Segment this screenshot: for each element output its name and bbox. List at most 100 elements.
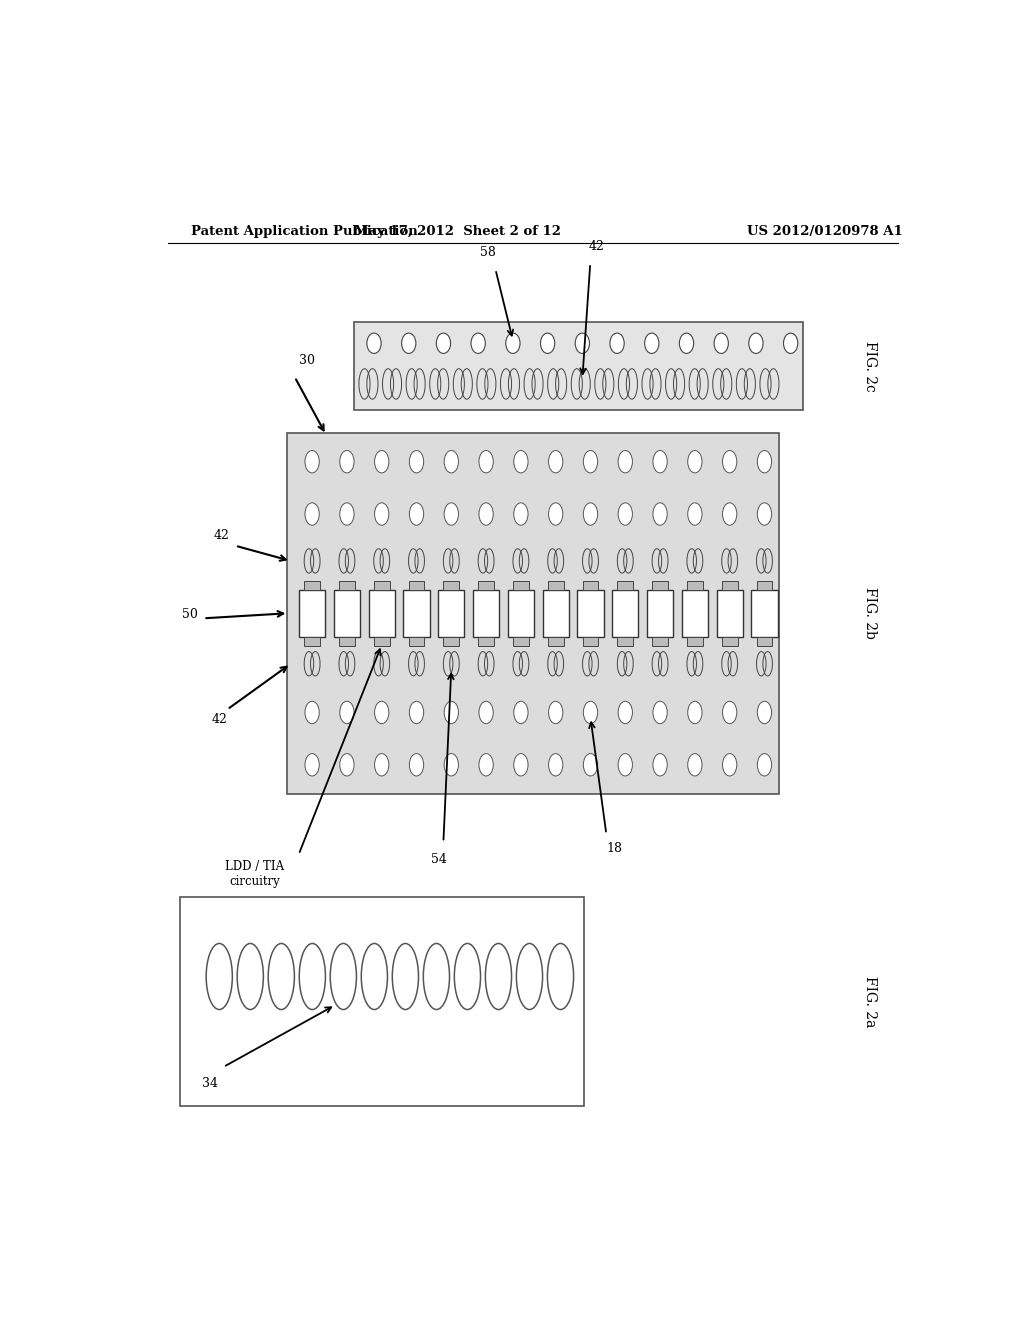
Bar: [717, 590, 742, 636]
Ellipse shape: [410, 701, 424, 723]
Ellipse shape: [758, 503, 772, 525]
Ellipse shape: [618, 503, 633, 525]
Ellipse shape: [444, 701, 459, 723]
Ellipse shape: [653, 754, 668, 776]
Bar: [339, 636, 354, 645]
Ellipse shape: [584, 450, 598, 473]
Ellipse shape: [618, 450, 633, 473]
Ellipse shape: [575, 333, 590, 354]
Ellipse shape: [238, 944, 263, 1010]
Ellipse shape: [444, 450, 459, 473]
Text: FIG. 2a: FIG. 2a: [863, 975, 877, 1027]
Ellipse shape: [514, 450, 528, 473]
Ellipse shape: [305, 754, 319, 776]
Ellipse shape: [688, 503, 702, 525]
Ellipse shape: [423, 944, 450, 1010]
Text: 50: 50: [182, 609, 198, 622]
Bar: [473, 590, 499, 636]
Text: 42: 42: [589, 240, 604, 253]
Ellipse shape: [723, 701, 737, 723]
Ellipse shape: [479, 754, 494, 776]
Bar: [299, 590, 326, 636]
Ellipse shape: [653, 701, 668, 723]
Ellipse shape: [688, 701, 702, 723]
Ellipse shape: [618, 701, 633, 723]
Ellipse shape: [549, 503, 563, 525]
Ellipse shape: [268, 944, 295, 1010]
Ellipse shape: [206, 944, 232, 1010]
Text: 42: 42: [211, 713, 227, 726]
Bar: [617, 636, 633, 645]
Ellipse shape: [723, 503, 737, 525]
Ellipse shape: [549, 754, 563, 776]
Ellipse shape: [401, 333, 416, 354]
Bar: [757, 636, 772, 645]
Ellipse shape: [514, 754, 528, 776]
Bar: [409, 581, 424, 590]
Ellipse shape: [375, 754, 389, 776]
Ellipse shape: [506, 333, 520, 354]
Ellipse shape: [375, 503, 389, 525]
Text: FIG. 2c: FIG. 2c: [863, 341, 877, 392]
Ellipse shape: [688, 754, 702, 776]
Ellipse shape: [455, 944, 480, 1010]
Bar: [374, 636, 389, 645]
Bar: [179, 898, 585, 1106]
Bar: [578, 590, 603, 636]
Ellipse shape: [479, 450, 494, 473]
Ellipse shape: [340, 503, 354, 525]
Ellipse shape: [723, 754, 737, 776]
Ellipse shape: [549, 450, 563, 473]
Ellipse shape: [410, 754, 424, 776]
Ellipse shape: [299, 944, 326, 1010]
Bar: [339, 581, 354, 590]
Ellipse shape: [444, 503, 459, 525]
Ellipse shape: [479, 503, 494, 525]
Ellipse shape: [758, 701, 772, 723]
Ellipse shape: [645, 333, 658, 354]
Ellipse shape: [758, 450, 772, 473]
Ellipse shape: [714, 333, 728, 354]
Ellipse shape: [367, 333, 381, 354]
Text: FIG. 2b: FIG. 2b: [863, 587, 877, 639]
Ellipse shape: [514, 701, 528, 723]
Ellipse shape: [610, 333, 625, 354]
Text: LDD / TIA
circuitry: LDD / TIA circuitry: [225, 859, 285, 888]
Ellipse shape: [723, 450, 737, 473]
Bar: [304, 581, 319, 590]
Text: 34: 34: [202, 1077, 218, 1090]
Ellipse shape: [549, 701, 563, 723]
Bar: [612, 590, 638, 636]
Ellipse shape: [584, 701, 598, 723]
Ellipse shape: [516, 944, 543, 1010]
Bar: [583, 581, 598, 590]
Bar: [617, 581, 633, 590]
Bar: [548, 636, 563, 645]
Bar: [513, 636, 528, 645]
Bar: [757, 581, 772, 590]
Bar: [409, 636, 424, 645]
Bar: [543, 590, 568, 636]
Bar: [722, 581, 737, 590]
Ellipse shape: [331, 944, 356, 1010]
Bar: [647, 590, 673, 636]
Ellipse shape: [340, 701, 354, 723]
Ellipse shape: [340, 754, 354, 776]
Ellipse shape: [444, 754, 459, 776]
Text: Patent Application Publication: Patent Application Publication: [191, 224, 418, 238]
Ellipse shape: [410, 503, 424, 525]
Ellipse shape: [340, 450, 354, 473]
Bar: [652, 581, 668, 590]
Text: 58: 58: [479, 246, 496, 259]
Text: 30: 30: [299, 354, 314, 367]
Bar: [443, 581, 459, 590]
Bar: [478, 636, 494, 645]
Ellipse shape: [688, 450, 702, 473]
Bar: [687, 581, 702, 590]
Bar: [722, 636, 737, 645]
Ellipse shape: [410, 450, 424, 473]
Ellipse shape: [758, 754, 772, 776]
Bar: [583, 636, 598, 645]
Ellipse shape: [679, 333, 693, 354]
Ellipse shape: [584, 503, 598, 525]
